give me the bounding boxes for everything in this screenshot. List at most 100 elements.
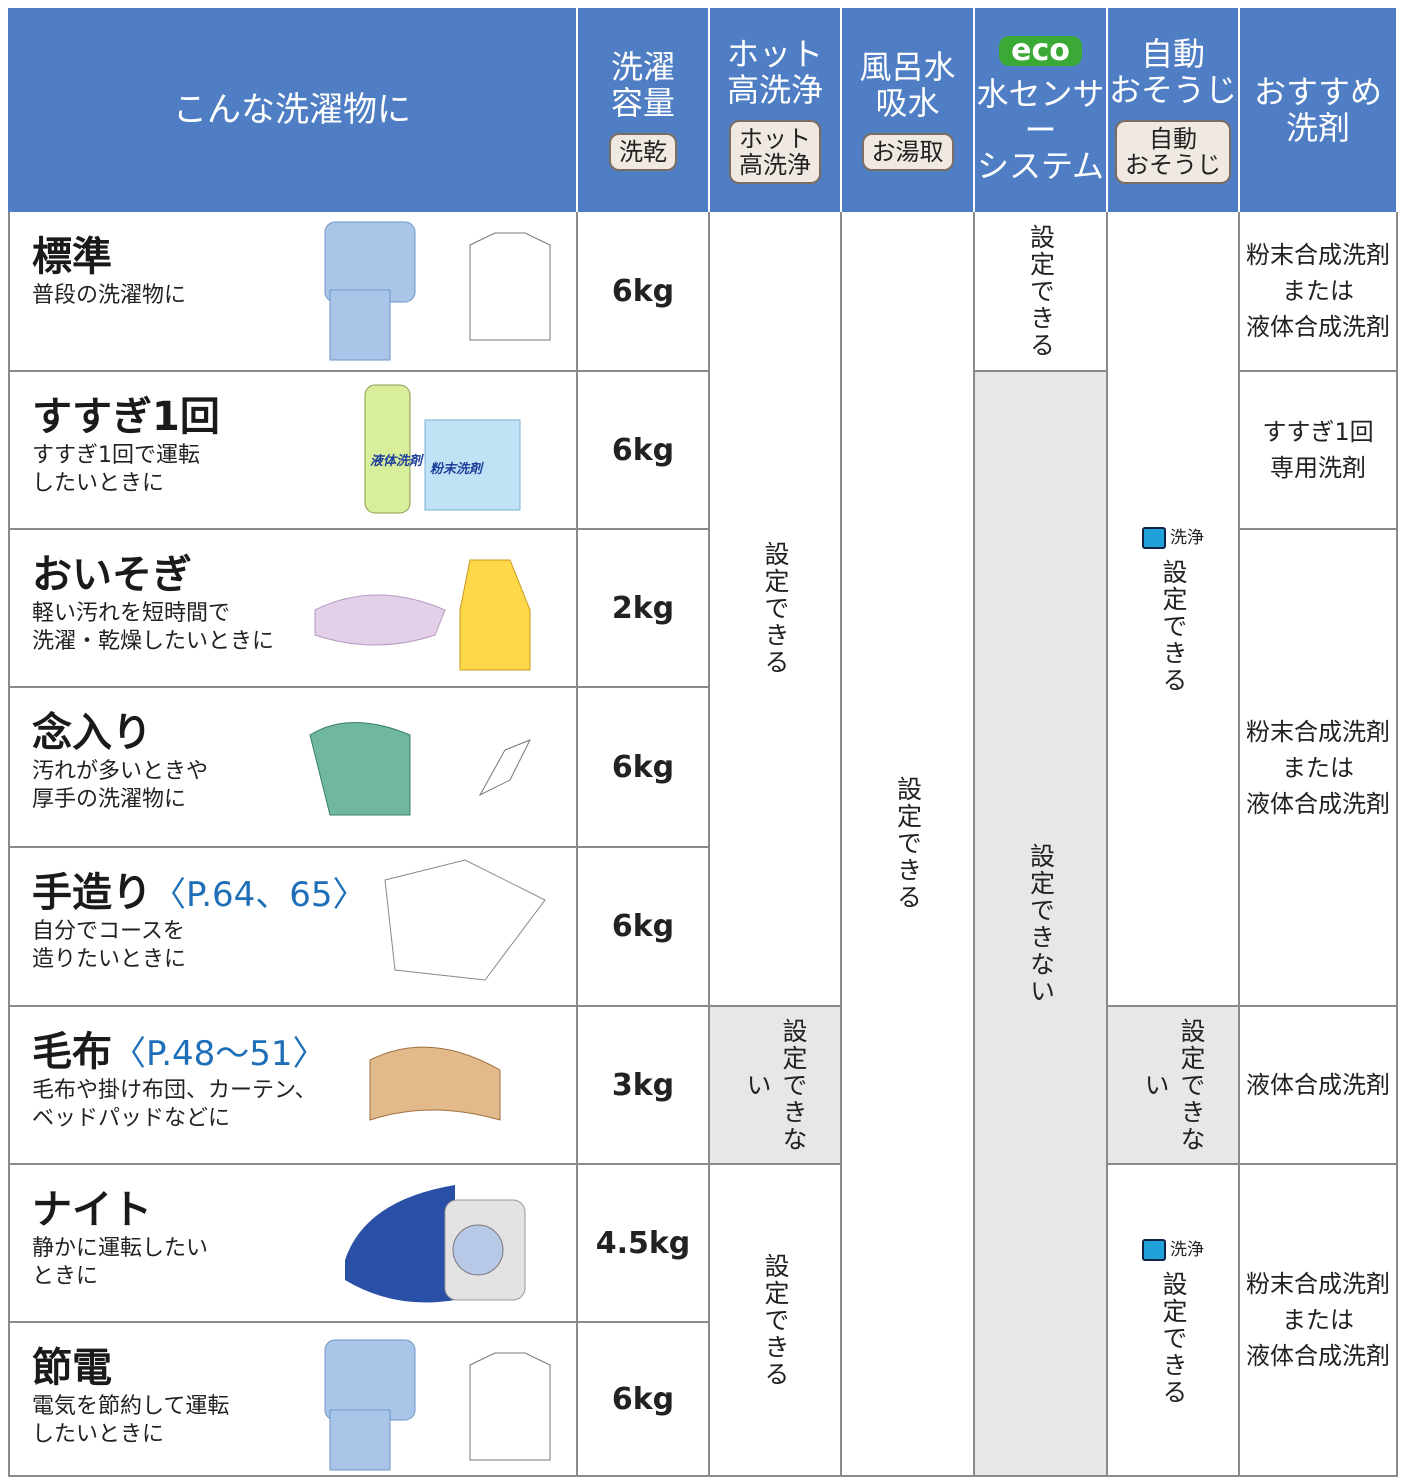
course-title: すすぎ1回 xyxy=(32,384,220,442)
course-title: 念入り xyxy=(32,700,152,758)
detergent-cell: すすぎ1回専用洗剤 xyxy=(1240,372,1398,530)
badge-line: ホット xyxy=(739,125,811,153)
course-description: したいときに xyxy=(32,471,165,496)
setting: 設定できない xyxy=(1141,1017,1206,1153)
page-ref: 〈P.48～51〉 xyxy=(112,1034,327,1074)
course-description: 汚れが多いときや xyxy=(32,759,209,784)
course-name: ナイト xyxy=(32,1187,152,1233)
course-name: おいそぎ xyxy=(32,552,192,598)
title-line: 高洗浄 xyxy=(726,71,823,109)
capacity: 4.5kg xyxy=(595,1225,691,1261)
course-description: 毛布や掛け布団、カーテン、 xyxy=(32,1078,317,1103)
course-name: 節電 xyxy=(32,1345,112,1391)
course-description: 電気を節約して運転 xyxy=(32,1394,230,1419)
badge-line: 洗乾 xyxy=(619,138,667,166)
header-badge: eco xyxy=(999,36,1082,66)
eco-cell: 設定できない xyxy=(975,372,1108,1477)
header-title: おすすめ 洗剤 xyxy=(1254,74,1382,146)
auto_clean-cell: 洗浄 設定できる xyxy=(1108,1165,1240,1477)
course-title: 節電 xyxy=(32,1335,112,1393)
capacity-cell: 6kg xyxy=(578,848,710,1007)
capacity: 6kg xyxy=(611,909,675,944)
course-description: 洗濯・乾燥したいときに xyxy=(32,629,275,654)
course-title: 標準 xyxy=(32,224,112,282)
header-cell: 自動 おそうじ 自動 おそうじ xyxy=(1108,8,1240,212)
title-line: おすすめ xyxy=(1253,73,1382,111)
course-description: すすぎ1回で運転 xyxy=(32,443,200,468)
course-cell: 念入り汚れが多いときや 厚手の洗濯物に xyxy=(8,688,578,848)
course-description: 厚手の洗濯物に xyxy=(32,787,187,812)
title-line: 洗濯 xyxy=(610,48,675,86)
course-name: すすぎ1回 xyxy=(32,394,220,440)
title-line: 吸水 xyxy=(875,84,940,122)
capacity: 6kg xyxy=(611,1381,675,1417)
course-description: 軽い汚れを短時間で xyxy=(32,601,231,626)
course-name: 毛布 xyxy=(32,1029,112,1075)
setting: 設定できる xyxy=(893,776,923,911)
course-cell: おいそぎ軽い汚れを短時間で洗濯・乾燥したいときに xyxy=(8,530,578,688)
capacity-cell: 6kg xyxy=(578,688,710,848)
course-description: ベッドパッドなどに xyxy=(32,1106,231,1131)
header-cell: 洗濯 容量 洗乾 xyxy=(578,8,710,212)
header-cell: こんな洗濯物に xyxy=(8,8,578,212)
detergent: すすぎ1回 xyxy=(1262,418,1374,446)
capacity-cell: 6kg xyxy=(578,212,710,372)
product-label: 液体洗剤 xyxy=(370,454,423,469)
auto_clean-cell: 設定できない xyxy=(1108,1007,1240,1165)
course-name: 標準 xyxy=(32,234,112,280)
capacity: 3kg xyxy=(611,1067,675,1103)
capacity: 2kg xyxy=(611,590,675,626)
hot_wash-cell: 設定できる xyxy=(710,1165,842,1477)
capacity-cell: 3kg xyxy=(578,1007,710,1165)
detergent: または xyxy=(1282,1306,1354,1334)
course-cell: 標準 普段の洗濯物に xyxy=(8,212,578,372)
header-badge: お湯取 xyxy=(861,133,954,171)
hot_wash-cell: 設定できない xyxy=(710,1007,842,1165)
course-cell: 手造り〈P.64、65〉 自分でコースを 造りたいときに xyxy=(8,848,578,1007)
capacity: 6kg xyxy=(611,273,675,309)
course-description: したいときに xyxy=(32,1422,165,1447)
course-cell: すすぎ1回すすぎ1回で運転 したいときに xyxy=(8,372,578,530)
detergent: 専用洗剤 xyxy=(1270,454,1366,482)
badge-line: おそうじ xyxy=(1125,151,1221,179)
course-name: 念入り xyxy=(32,710,152,756)
auto_clean-cell: 洗浄 設定できる xyxy=(1108,212,1240,1007)
course-name: 手造り xyxy=(32,870,152,916)
header-title: 洗濯 容量 xyxy=(611,49,675,121)
title-line: システム xyxy=(976,147,1105,185)
badge-line: eco xyxy=(1011,33,1070,68)
title-line: 容量 xyxy=(610,84,675,122)
title-line: 自動 xyxy=(1140,35,1205,73)
header-badge: 洗乾 xyxy=(609,133,677,171)
course-title: おいそぎ xyxy=(32,542,192,600)
capacity: 6kg xyxy=(611,749,675,785)
detergent: または xyxy=(1282,753,1354,782)
detergent-cell: 粉末合成洗剤 または液体合成洗剤 xyxy=(1240,1165,1398,1477)
capacity-cell: 6kg xyxy=(578,372,710,530)
detergent: 液体合成洗剤 xyxy=(1246,1342,1390,1370)
title-line: ホット xyxy=(726,35,823,73)
detergent: 液体合成洗剤 xyxy=(1246,1071,1390,1099)
detergent: 液体合成洗剤 xyxy=(1246,313,1390,341)
detergent: 粉末合成洗剤 xyxy=(1246,241,1390,269)
header-badge: 自動 おそうじ xyxy=(1115,120,1231,184)
setting: 設定できる xyxy=(1159,559,1188,694)
course-description: 普段の洗濯物に xyxy=(32,283,187,308)
badge-line: 自動 xyxy=(1149,125,1197,153)
header-cell: eco 水センサー システム xyxy=(975,8,1108,212)
course-description: ときに xyxy=(32,1264,99,1289)
setting: 設定できる xyxy=(1026,223,1056,359)
detergent: または xyxy=(1282,277,1354,305)
bath_water-cell: 設定できる xyxy=(842,212,975,1477)
title-line: 風呂水 xyxy=(859,48,956,86)
product-label: 粉末洗剤 xyxy=(430,462,483,477)
detergent: 粉末合成洗剤 xyxy=(1246,1270,1390,1298)
page-ref: 〈P.64、65〉 xyxy=(152,875,367,915)
header-title: 自動 おそうじ xyxy=(1109,36,1237,108)
capacity-cell: 2kg xyxy=(578,530,710,688)
hot_wash-cell: 設定できる xyxy=(710,212,842,1007)
setting: 設定できない xyxy=(1026,842,1056,1005)
course-cell: 節電電気を節約して運転 したいときに xyxy=(8,1323,578,1477)
header-title: 水センサー システム xyxy=(975,76,1106,184)
